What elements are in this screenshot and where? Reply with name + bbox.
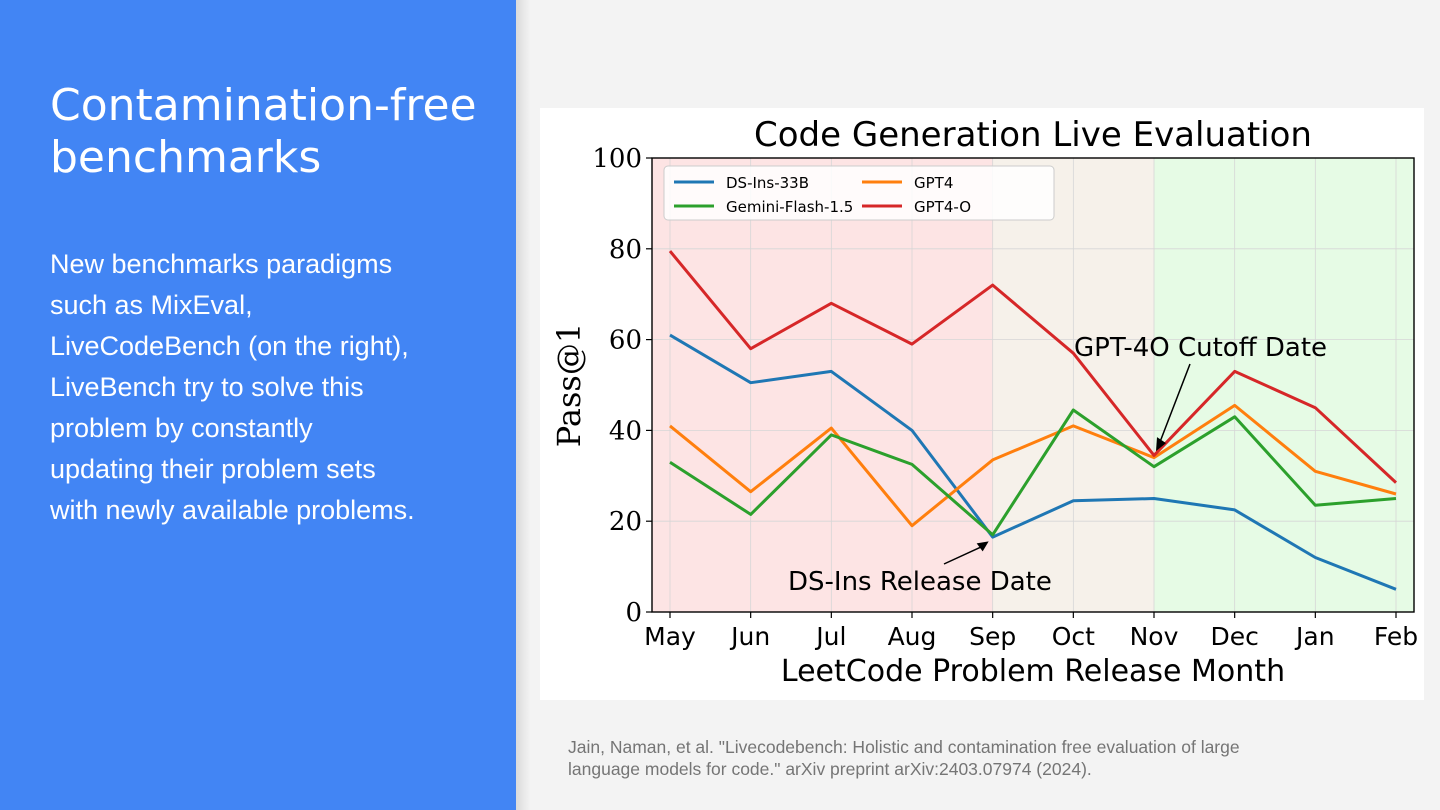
body-line: LiveBench try to solve this (50, 372, 364, 402)
y-tick-label: 0 (625, 598, 642, 628)
x-tick-label: Aug (888, 622, 937, 651)
series-line (669, 408, 1397, 537)
y-tick-label: 100 (592, 144, 642, 174)
shaded-region (652, 158, 993, 612)
x-tick-label: May (644, 622, 696, 651)
left-panel: Contamination-free benchmarks New benchm… (0, 0, 516, 810)
annotation-label: DS-Ins Release Date (788, 567, 1052, 597)
legend-label: DS-Ins-33B (726, 174, 809, 192)
line-chart: 0 20 40 60 80 100 May Jun Jul Aug Sep Oct Nov Dec Jan F… (550, 115, 1418, 689)
slide-title: Contamination-free benchmarks (50, 80, 490, 184)
legend-label: GPT4 (914, 174, 953, 192)
citation-line: language models for code." arXiv preprin… (568, 759, 1092, 779)
series-line (668, 250, 1398, 484)
annotation-label: GPT-4O Cutoff Date (1074, 333, 1327, 363)
citation: Jain, Naman, et al. "Livecodebench: Holi… (568, 736, 1388, 780)
annotation-arrowhead (1156, 437, 1166, 452)
slide-title-line: benchmarks (50, 132, 322, 183)
slide-body-text: New benchmarks paradigms such as MixEval… (50, 244, 490, 531)
legend-label: Gemini-Flash-1.5 (726, 198, 853, 216)
x-axis-label: LeetCode Problem Release Month (781, 654, 1285, 689)
annotation-arrow (943, 544, 985, 565)
x-tick-label: Oct (1052, 622, 1095, 651)
body-line: LiveCodeBench (on the right), (50, 331, 409, 361)
plot-frame (651, 157, 1415, 613)
x-tick-label: Dec (1210, 622, 1258, 651)
legend-label: GPT4-O (914, 198, 971, 216)
body-line: New benchmarks paradigms (50, 249, 393, 279)
x-tick-label: Jul (814, 622, 846, 651)
panel-shadow (516, 0, 530, 810)
shaded-region (1154, 158, 1414, 612)
x-tick-label: Feb (1374, 622, 1418, 651)
x-tick-label: Nov (1130, 622, 1179, 651)
y-tick-label: 20 (609, 507, 642, 537)
body-line: problem by constantly (50, 413, 313, 443)
legend-box (663, 165, 1055, 221)
slide-title-line: Contamination-free (50, 80, 477, 131)
x-tick-label: Sep (969, 622, 1016, 651)
annotation-arrow (1157, 363, 1191, 448)
series-line (669, 403, 1397, 528)
citation-line: Jain, Naman, et al. "Livecodebench: Holi… (568, 737, 1240, 757)
y-tick-label: 40 (609, 416, 642, 446)
body-line: such as MixEval, (50, 290, 253, 320)
body-line: with newly available problems. (50, 495, 415, 525)
series-line (669, 333, 1397, 591)
x-tick-label: Jan (1294, 622, 1335, 651)
body-line: updating their problem sets (50, 454, 376, 484)
y-tick-label: 60 (609, 326, 642, 356)
annotation-arrowhead (976, 541, 989, 552)
y-tick-label: 80 (609, 235, 642, 265)
x-tick-label: Jun (729, 622, 770, 651)
chart-image: 0 20 40 60 80 100 May Jun Jul Aug Sep Oct Nov Dec Jan F… (540, 108, 1424, 700)
y-axis-label: Pass@1 (550, 323, 588, 447)
chart-title: Code Generation Live Evaluation (754, 115, 1312, 155)
